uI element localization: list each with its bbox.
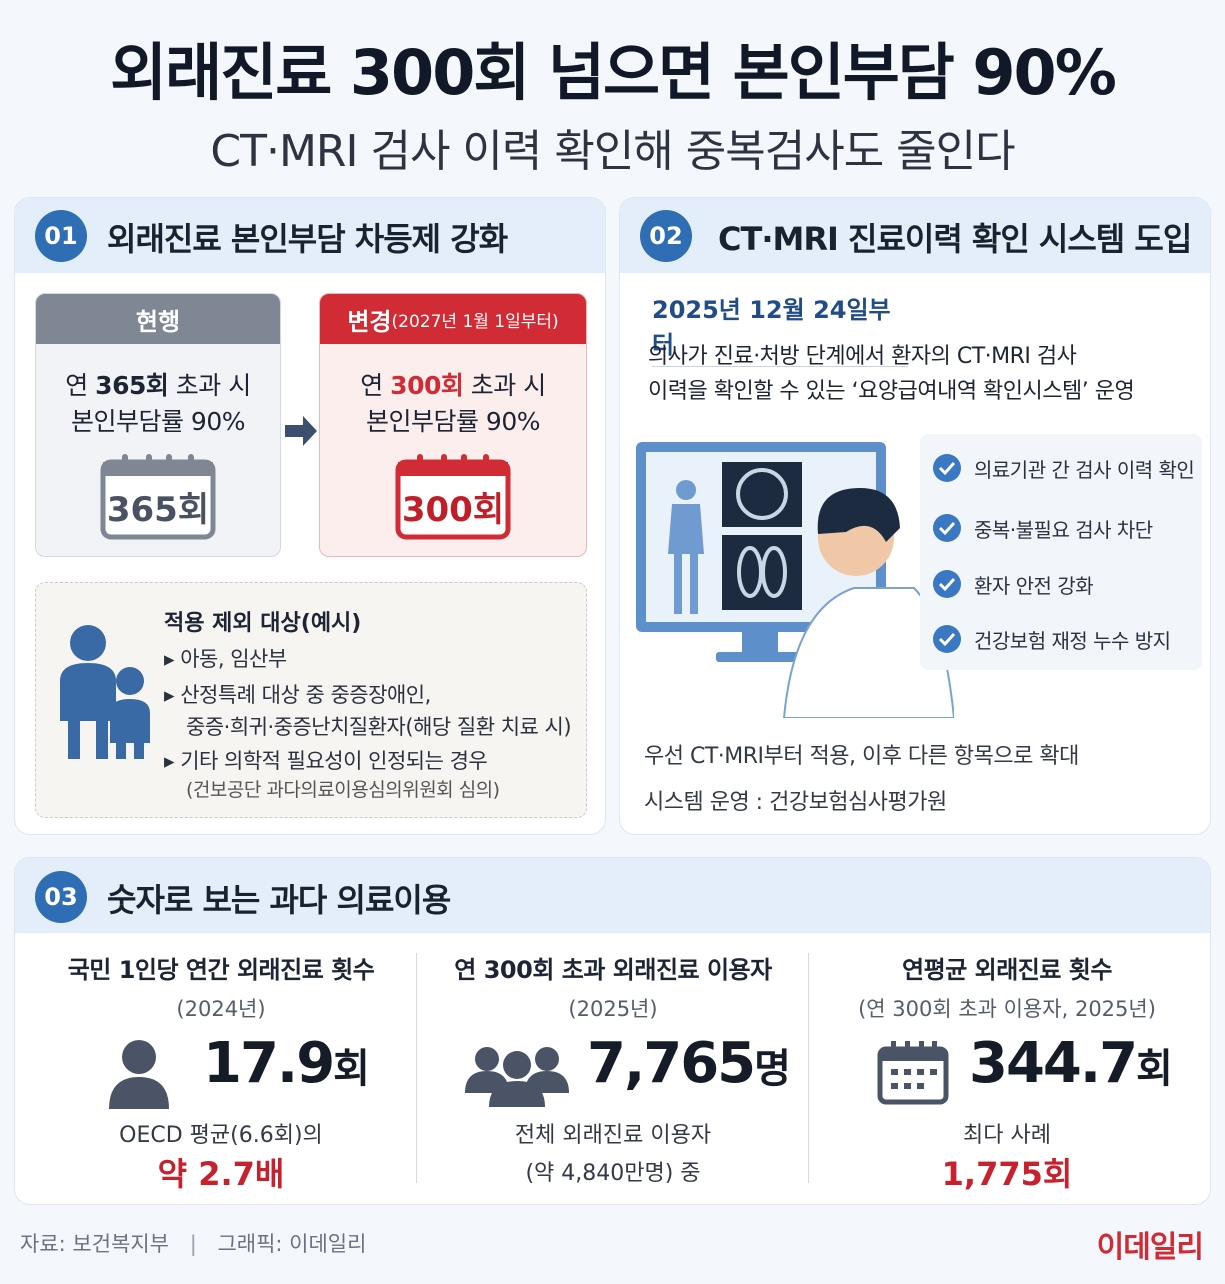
stat-value-row: 344.7회: [811, 1023, 1203, 1113]
group-icon: [465, 1047, 569, 1107]
section-title: CT·MRI 진료이력 확인 시스템 도입: [718, 220, 1192, 258]
current-count: 365회: [95, 371, 169, 400]
calendar-icon: [395, 454, 511, 540]
stat-title: 연평균 외래진료 횟수: [902, 956, 1112, 984]
stat-value: 7,765: [587, 1031, 756, 1096]
text: 연: [65, 371, 96, 400]
stat-title: 연 300회 초과 외래진료 이용자: [454, 956, 772, 984]
calendar-text: 365회: [106, 490, 210, 530]
changed-count: 300회: [390, 371, 464, 400]
exclusion-item-cont: 중증·희귀·중증난치질환자(해당 질환 치료 시): [186, 715, 572, 739]
arrow: [285, 416, 317, 446]
calendar: 300회: [395, 454, 511, 540]
stat-highlight: 1,775회: [941, 1155, 1073, 1193]
note: 우선 CT·MRI부터 적용, 이후 다른 항목으로 확대: [644, 744, 1079, 769]
section-title: 숫자로 보는 과다 의료이용: [107, 881, 451, 919]
text: 초과 시: [463, 371, 546, 400]
changed-note: (2027년 1월 1일부터): [391, 311, 559, 332]
graphic-credit: 그래픽: 이데일리: [217, 1232, 367, 1256]
section-3: 03 숫자로 보는 과다 의료이용 국민 1인당 연간 외래진료 횟수 (202…: [14, 857, 1211, 1205]
changed-label: 변경 (2027년 1월 1일부터): [320, 294, 586, 344]
stat-period: (2024년): [176, 997, 266, 1021]
check-item: 의료기관 간 검사 이력 확인: [974, 458, 1195, 482]
calendar-text: 300회: [401, 490, 505, 530]
exclusion-box: 적용 제외 대상(예시) ▸ 아동, 임산부 ▸ 산정특례 대상 중 중증장애인…: [35, 582, 587, 818]
stat: 연평균 외래진료 횟수 (연 300회 초과 이용자, 2025년) 344.7…: [811, 950, 1203, 1195]
stat-note: 최다 사례: [963, 1123, 1051, 1148]
calendar: 365회: [100, 454, 216, 540]
changed-line1: 연 300회 초과 시: [320, 366, 586, 402]
exclusion-item: ▸ 산정특례 대상 중 중증장애인,: [164, 683, 431, 707]
check-icons: [933, 454, 961, 653]
exclusion-item: ▸ 아동, 임산부: [164, 647, 287, 671]
stat-period: (연 300회 초과 이용자, 2025년): [858, 997, 1156, 1021]
exclusion-title: 적용 제외 대상(예시): [164, 611, 362, 636]
person-icon: [109, 1040, 169, 1109]
stat: 연 300회 초과 외래진료 이용자 (2025년) 7,765명 전체 외래진…: [417, 950, 809, 1187]
stat-title: 국민 1인당 연간 외래진료 횟수: [67, 956, 375, 984]
calendar-icon: [877, 1041, 949, 1105]
stat-value-row: 17.9회: [25, 1023, 417, 1113]
section-header: [15, 858, 1210, 933]
section-2: 02 CT·MRI 진료이력 확인 시스템 도입 2025년 12월 24일부터…: [619, 197, 1211, 835]
stat-unit: 회: [333, 1046, 370, 1092]
current-label: 현행: [36, 294, 280, 344]
logo: 이데일리: [1096, 1230, 1204, 1265]
text: 기타 의학적 필요성이 인정되는 경우: [180, 749, 488, 773]
exclusion-item-cont: (건보공단 과다의료이용심의위원회 심의): [186, 779, 500, 801]
stat-value-row: 7,765명: [417, 1023, 809, 1113]
note: 시스템 운영 : 건강보험심사평가원: [644, 790, 947, 815]
section-header: [15, 198, 605, 273]
stat-highlight: 약 2.7배: [157, 1155, 285, 1193]
source: 자료: 보건복지부: [20, 1232, 169, 1256]
current-line2: 본인부담률 90%: [70, 407, 246, 436]
text: 연: [360, 371, 391, 400]
checklist: 의료기관 간 검사 이력 확인 중복·불필요 검사 차단 환자 안전 강화 건강…: [920, 434, 1202, 670]
changed-card: 변경 (2027년 1월 1일부터) 연 300회 초과 시 본인부담률 90% …: [319, 293, 587, 557]
exclusion-item: ▸ 기타 의학적 필요성이 인정되는 경우: [164, 749, 488, 773]
monitor-illustration: [636, 442, 954, 718]
subtitle: CT·MRI 검사 이력 확인해 중복검사도 줄인다: [210, 126, 1015, 177]
separator: |: [189, 1232, 197, 1256]
section-number: 03: [35, 871, 87, 923]
section-1: 01 외래진료 본인부담 차등제 강화 현행 연 365회 초과 시 본인부담률…: [14, 197, 606, 835]
text: 아동, 임산부: [180, 647, 287, 671]
stat-unit: 명: [754, 1046, 791, 1092]
check-item: 환자 안전 강화: [974, 574, 1094, 598]
text: 변경: [347, 307, 392, 336]
family-icon: [60, 625, 150, 759]
title: 외래진료 300회 넘으면 본인부담 90%: [110, 36, 1117, 109]
date: 2025년 12월 24일부터: [652, 290, 908, 367]
text: 산정특례 대상 중 중증장애인,: [180, 683, 431, 707]
section-title: 외래진료 본인부담 차등제 강화: [107, 220, 508, 258]
stat-value: 344.7: [969, 1031, 1138, 1096]
footer: 자료: 보건복지부 | 그래픽: 이데일리: [20, 1228, 366, 1258]
stat-value: 17.9: [203, 1031, 335, 1096]
description: 이력을 확인할 수 있는 ‘요양급여내역 확인시스템’ 운영: [648, 379, 1135, 404]
check-item: 건강보험 재정 누수 방지: [974, 629, 1171, 653]
divider: [808, 953, 809, 1183]
stat-unit: 회: [1136, 1046, 1173, 1092]
section-number: 02: [640, 210, 692, 262]
stat-note: OECD 평균(6.6회)의: [119, 1123, 323, 1148]
current-card: 현행 연 365회 초과 시 본인부담률 90% 365회: [35, 293, 281, 557]
stat: 국민 1인당 연간 외래진료 횟수 (2024년) 17.9회 OECD 평균(…: [25, 950, 417, 1195]
divider: [416, 953, 417, 1183]
stat-note: (약 4,840만명) 중: [525, 1161, 701, 1186]
stat-note: 전체 외래진료 이용자: [514, 1123, 712, 1148]
calendar-icon: [100, 454, 216, 540]
section-number: 01: [35, 210, 87, 262]
changed-line2: 본인부담률 90%: [365, 407, 541, 436]
stat-period: (2025년): [568, 997, 658, 1021]
check-item: 중복·불필요 검사 차단: [974, 518, 1153, 542]
text: 초과 시: [168, 371, 251, 400]
section-header: [620, 198, 1210, 273]
description: 의사가 진료·처방 단계에서 환자의 CT·MRI 검사: [648, 344, 1077, 369]
stat-value-group: 17.9회: [203, 1031, 370, 1096]
stat-value-group: 344.7회: [969, 1031, 1173, 1096]
current-line1: 연 365회 초과 시: [36, 366, 280, 402]
stat-value-group: 7,765명: [587, 1031, 791, 1096]
